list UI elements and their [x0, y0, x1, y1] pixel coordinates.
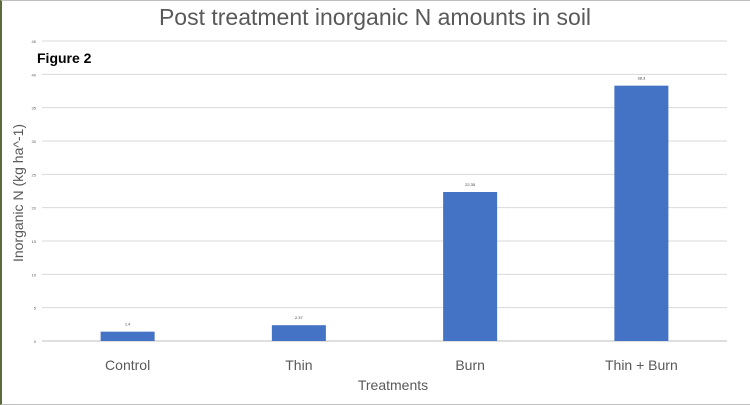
data-label: 1.4	[125, 322, 131, 327]
y-tick-label: 40	[32, 72, 37, 77]
y-tick-label: 25	[32, 172, 37, 177]
x-axis-label: Treatments	[357, 377, 429, 393]
y-tick-label: 10	[32, 272, 37, 277]
figure-label: Figure 2	[37, 50, 92, 66]
chart-title: Post treatment inorganic N amounts in so…	[158, 4, 592, 30]
y-tick-label: 30	[32, 139, 37, 144]
data-label: 22.35	[465, 182, 476, 187]
bar	[271, 325, 326, 341]
data-label: 2.37	[295, 315, 304, 320]
y-tick-label: 35	[32, 106, 37, 111]
bar	[100, 331, 155, 341]
y-tick-label: 5	[34, 306, 37, 311]
y-tick-label: 20	[32, 206, 37, 211]
bar	[443, 192, 498, 341]
x-tick-label: Thin	[285, 357, 312, 373]
y-tick-label: 15	[32, 239, 37, 244]
bar	[614, 85, 669, 342]
x-tick-label: Control	[105, 357, 150, 373]
y-tick-label: 45	[32, 39, 37, 44]
data-label: 38.3	[637, 76, 646, 81]
x-tick-label: Thin + Burn	[605, 357, 678, 373]
y-tick-label: 0	[34, 339, 37, 344]
x-tick-label: Burn	[455, 357, 485, 373]
